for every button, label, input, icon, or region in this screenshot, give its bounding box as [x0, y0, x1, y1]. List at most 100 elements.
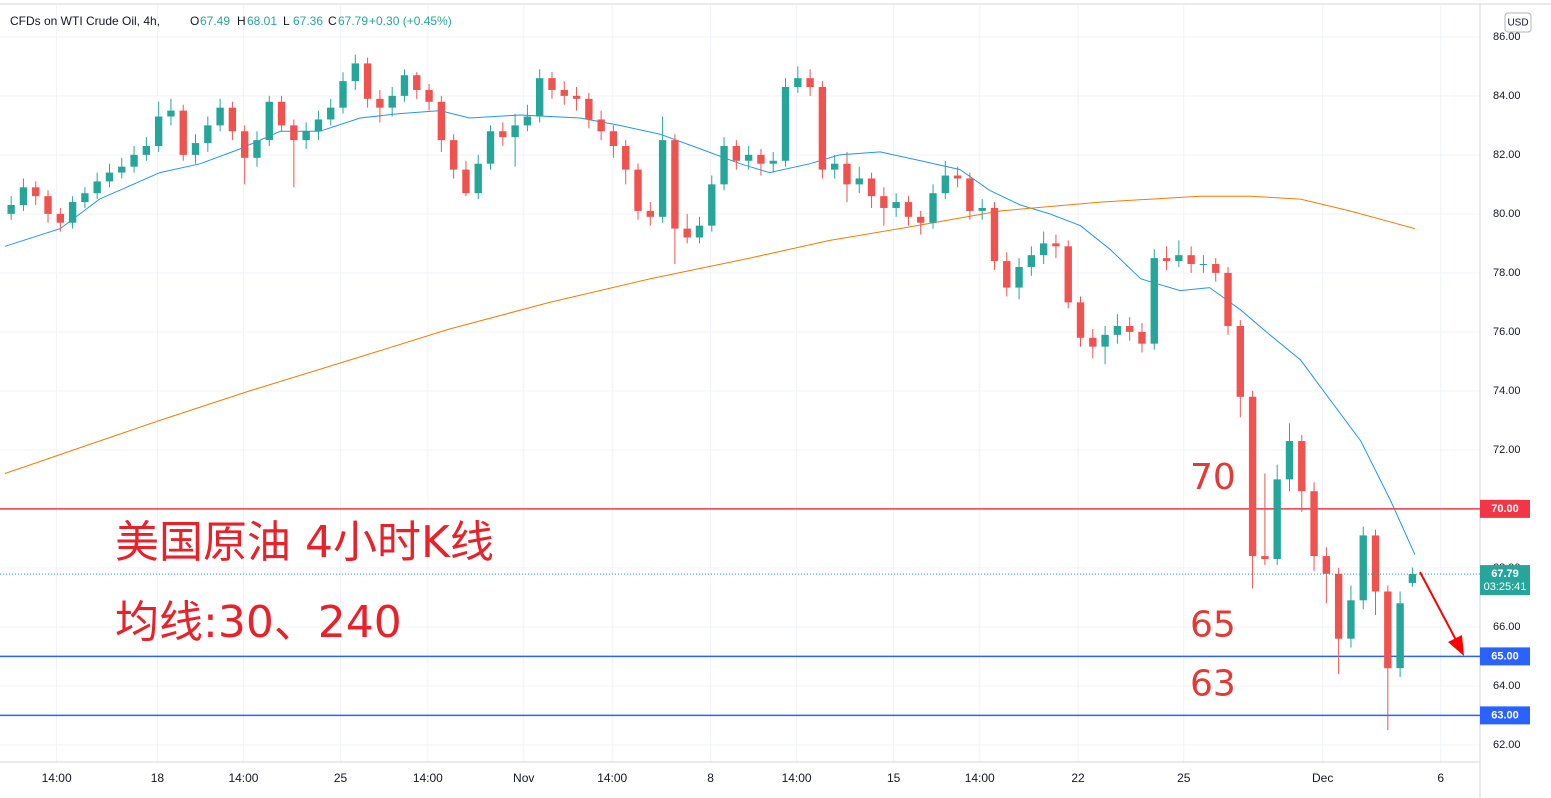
candle-body	[314, 119, 323, 132]
candle-body	[744, 154, 753, 161]
candle-body	[511, 125, 519, 138]
candle-body	[142, 146, 151, 155]
y-tick-label: 66.00	[1493, 621, 1521, 633]
candle-body	[1162, 258, 1171, 262]
candle-body	[474, 163, 482, 194]
candle-body	[560, 89, 568, 96]
change: +0.30 (+0.45%)	[369, 14, 452, 28]
y-tick-label: 86.00	[1493, 31, 1521, 43]
arrow-head	[1448, 635, 1464, 656]
candle-body	[904, 202, 913, 217]
candle-body	[966, 178, 974, 211]
candle-body	[720, 146, 728, 185]
x-tick-label: 14:00	[782, 771, 812, 785]
candle-body	[1089, 337, 1097, 347]
y-tick-label: 76.00	[1493, 326, 1521, 338]
currency: USD	[1507, 18, 1528, 29]
candle-body	[265, 101, 273, 141]
ohlc-label: C	[328, 14, 337, 28]
candle-body	[351, 63, 359, 82]
candle-body	[1298, 441, 1306, 492]
candle-body	[204, 125, 212, 144]
ohlc-label: O	[190, 14, 199, 28]
candle-body	[781, 87, 790, 161]
level-tag-label: 63.00	[1491, 709, 1519, 721]
candle-body	[646, 210, 654, 217]
candle-body	[253, 140, 261, 158]
candle-body	[1347, 600, 1355, 639]
annotation-title: 美国原油 4小时K线	[115, 517, 494, 568]
candle-body	[794, 78, 802, 88]
candle-body	[1039, 243, 1048, 256]
candle-body	[757, 154, 765, 164]
candle-body	[1224, 272, 1232, 326]
candle-body	[327, 107, 335, 120]
candle-body	[1273, 479, 1281, 560]
x-tick-label: 14:00	[42, 771, 72, 785]
x-tick-label: 14:00	[597, 771, 627, 785]
candle-body	[241, 131, 249, 158]
candle-body	[1027, 255, 1036, 267]
x-tick-label: 6	[1437, 771, 1444, 785]
y-tick-label: 78.00	[1493, 267, 1521, 279]
candle-body	[277, 101, 286, 126]
candle-body	[1310, 491, 1318, 557]
candle-body	[597, 119, 605, 132]
candle-body	[880, 196, 888, 208]
ohlc-label: H	[237, 14, 246, 28]
current-price-tag	[1480, 565, 1530, 596]
candle-body	[855, 178, 863, 185]
candle-body	[216, 107, 224, 126]
candle-body	[941, 175, 949, 194]
x-tick-label: 14:00	[228, 771, 258, 785]
candle-body	[683, 228, 691, 238]
moving-average	[4, 195, 1416, 474]
candle-body	[1064, 246, 1072, 303]
level-label: 63	[1190, 663, 1236, 704]
candle-body	[548, 78, 556, 90]
countdown: 03:25:41	[1484, 581, 1527, 593]
candle-body	[179, 110, 187, 155]
candle-body	[1248, 396, 1257, 557]
x-tick-label: 22	[1071, 771, 1085, 785]
candle-body	[1052, 243, 1060, 247]
candle-body	[32, 187, 40, 197]
x-tick-label: Nov	[513, 771, 534, 785]
candle-body	[7, 205, 15, 214]
ohlc-value: 67.79	[338, 14, 368, 28]
current-price: 67.79	[1491, 568, 1519, 580]
ohlc-value: 67.49	[200, 14, 230, 28]
candle-body	[191, 143, 200, 155]
ohlc-label: L	[283, 14, 290, 28]
candle-body	[1138, 331, 1146, 344]
candle-body	[228, 107, 237, 132]
x-tick-label: 15	[887, 771, 901, 785]
level-tag	[1480, 647, 1530, 666]
x-tick-label: 14:00	[413, 771, 443, 785]
currency-box	[1504, 12, 1532, 33]
candle-body	[44, 196, 52, 214]
candle-body	[1126, 325, 1134, 332]
candle-body	[695, 225, 704, 238]
candle-body	[536, 78, 544, 117]
candle-body	[118, 166, 126, 173]
level-tag	[1480, 499, 1530, 518]
ohlc-value: 68.01	[247, 14, 277, 28]
candle-body	[1396, 603, 1404, 669]
candle-body	[1003, 261, 1011, 288]
symbol: CFDs on WTI Crude Oil, 4h,	[10, 14, 160, 28]
candle-body	[56, 213, 64, 223]
y-tick-label: 82.00	[1493, 149, 1521, 161]
candle-body	[81, 193, 89, 203]
candle-body	[572, 95, 581, 99]
candle-body	[19, 187, 28, 206]
candle-body	[1113, 325, 1122, 335]
candle-body	[154, 116, 163, 147]
candle-body	[499, 131, 507, 138]
candle-body	[1175, 255, 1183, 262]
candle-body	[917, 216, 925, 223]
arrow-line	[1419, 571, 1457, 641]
candle-body	[892, 202, 900, 208]
candle-body	[290, 125, 298, 141]
